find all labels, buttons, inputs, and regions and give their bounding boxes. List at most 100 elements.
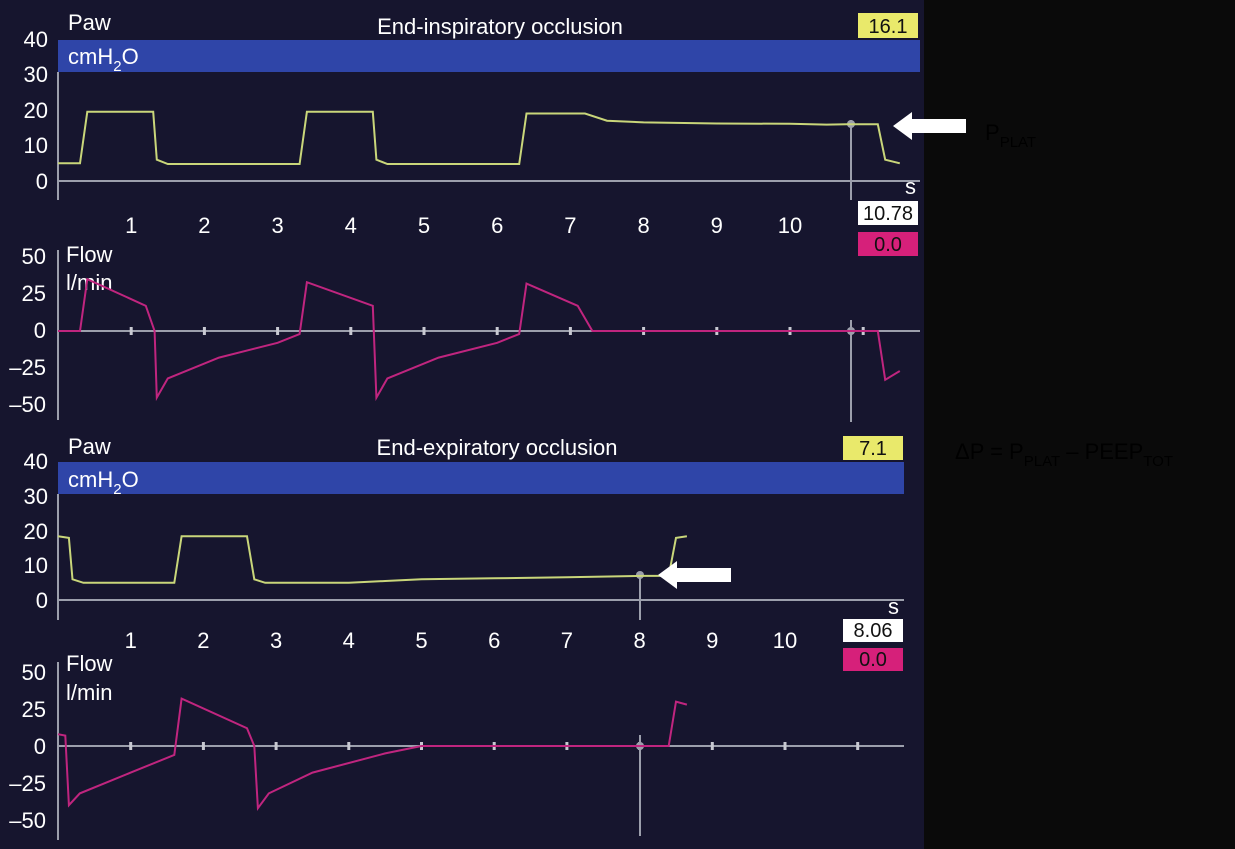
y-tick-label: 30 — [24, 484, 48, 509]
x-tick-label: 9 — [711, 213, 723, 238]
param-label: Paw — [68, 434, 111, 459]
y-tick-label: –25 — [9, 355, 46, 380]
flow-trace — [58, 277, 901, 402]
zero-line-tick — [274, 742, 278, 750]
zero-line-tick — [495, 327, 499, 335]
x-tick-label: 3 — [270, 628, 282, 653]
y-tick-label: 50 — [22, 660, 46, 685]
bottom-flow-panel: 0.0 Flow l/min 50 25 0 –25 –50 — [9, 648, 904, 840]
y-tick-label: 10 — [24, 133, 48, 158]
driving-pressure-equation: ΔP = PPLAT – PEEPTOT — [955, 439, 1173, 470]
reading-value: 0.0 — [859, 649, 887, 671]
panel-title: End-inspiratory occlusion — [377, 14, 623, 39]
x-tick-label: 8 — [633, 628, 645, 653]
top-pressure-panel: Paw cmH2O End-inspiratory occlusion 16.1… — [24, 10, 966, 238]
y-tick-labels: 50 25 0 –25 –50 — [9, 660, 46, 833]
x-tick-label: 7 — [561, 628, 573, 653]
y-tick-label: 0 — [36, 169, 48, 194]
y-tick-label: 0 — [34, 318, 46, 343]
cursor-time-value: 8.06 — [854, 620, 893, 642]
zero-line-tick — [347, 742, 351, 750]
y-tick-labels: 50 25 0 –25 –50 — [9, 244, 46, 417]
reading-box — [843, 436, 903, 460]
y-tick-label: 20 — [24, 98, 48, 123]
x-tick-label: 4 — [343, 628, 355, 653]
reading-value: 16.1 — [869, 16, 908, 38]
axis-unit-label: s — [888, 594, 899, 619]
x-tick-labels: 1 2 3 4 5 6 7 8 9 10 — [125, 628, 798, 653]
cursor-time-value: 10.78 — [863, 203, 913, 225]
y-tick-label: 40 — [24, 27, 48, 52]
unit-band — [58, 462, 904, 494]
y-tick-label: 10 — [24, 553, 48, 578]
zero-line-tick — [568, 327, 572, 335]
unit-label: l/min — [66, 680, 112, 705]
x-tick-label: 8 — [637, 213, 649, 238]
pplat-label: PPLAT — [985, 120, 1036, 151]
cursor-time-box — [843, 619, 903, 642]
top-flow-panel: 0.0 Flow l/min 50 25 0 –25 –50 — [9, 232, 920, 422]
screen-background — [0, 0, 924, 849]
zero-line-tick — [710, 742, 714, 750]
y-tick-label: 20 — [24, 519, 48, 544]
y-tick-label: 50 — [22, 244, 46, 269]
y-tick-label: 25 — [22, 281, 46, 306]
x-tick-label: 1 — [125, 628, 137, 653]
pressure-trace — [58, 110, 901, 165]
y-tick-label: –50 — [9, 392, 46, 417]
x-tick-label: 9 — [706, 628, 718, 653]
x-tick-label: 2 — [197, 628, 209, 653]
x-tick-label: 3 — [271, 213, 283, 238]
param-label: Flow — [66, 651, 113, 676]
zero-line-tick — [129, 742, 133, 750]
arrow-pplat-icon — [893, 112, 966, 140]
y-tick-label: –25 — [9, 771, 46, 796]
x-tick-label: 5 — [415, 628, 427, 653]
param-label: Flow — [66, 242, 113, 267]
y-tick-label: 30 — [24, 62, 48, 87]
y-tick-label: –50 — [9, 808, 46, 833]
reading-box — [843, 648, 903, 671]
right-dark-panel — [924, 0, 1235, 849]
axis-unit-label: s — [905, 174, 916, 199]
reading-value: 7.1 — [859, 438, 887, 460]
unit-band — [58, 40, 920, 72]
x-tick-label: 7 — [564, 213, 576, 238]
bottom-pressure-panel: Paw cmH2O End-expiratory occlusion 7.1 4… — [24, 434, 904, 653]
x-tick-label: 10 — [778, 213, 802, 238]
zero-line-tick — [201, 742, 205, 750]
x-tick-label: 1 — [125, 213, 137, 238]
panel-title: End-expiratory occlusion — [377, 435, 618, 460]
x-tick-label: 6 — [491, 213, 503, 238]
unit-label: cmH2O — [68, 44, 139, 75]
x-tick-labels: 1 2 3 4 5 6 7 8 9 10 — [125, 213, 802, 238]
zero-line-tick — [276, 327, 280, 335]
x-tick-label: 6 — [488, 628, 500, 653]
x-tick-label: 5 — [418, 213, 430, 238]
zero-line-tick — [349, 327, 353, 335]
x-tick-label: 10 — [773, 628, 797, 653]
flow-trace — [57, 697, 688, 812]
unit-label: l/min — [66, 270, 112, 295]
unit-label: cmH2O — [68, 467, 139, 498]
zero-line-tick — [422, 327, 426, 335]
reading-box — [858, 13, 918, 38]
reading-value: 0.0 — [874, 234, 902, 256]
x-tick-label: 4 — [345, 213, 357, 238]
param-label: Paw — [68, 10, 111, 35]
y-tick-label: 25 — [22, 697, 46, 722]
y-tick-labels: 40 30 20 10 0 — [24, 449, 48, 613]
zero-line-tick — [202, 327, 206, 335]
reading-box — [858, 232, 918, 256]
zero-line-tick — [783, 742, 787, 750]
zero-line-tick — [129, 327, 133, 335]
arrow-peep-icon — [658, 561, 731, 589]
y-tick-labels: 40 30 20 10 0 — [24, 27, 48, 194]
y-tick-label: 0 — [34, 734, 46, 759]
pressure-trace — [57, 535, 688, 584]
zero-line-tick — [856, 742, 860, 750]
y-tick-label: 0 — [36, 588, 48, 613]
cursor-time-box — [858, 201, 918, 225]
x-tick-label: 2 — [198, 213, 210, 238]
